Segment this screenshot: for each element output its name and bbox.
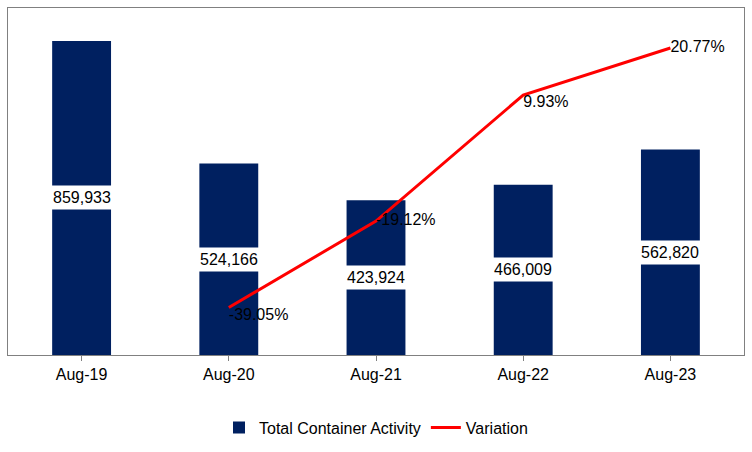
svg-text:Variation: Variation xyxy=(466,420,528,437)
svg-text:Aug-23: Aug-23 xyxy=(645,366,697,383)
svg-text:20.77%: 20.77% xyxy=(670,38,724,55)
svg-text:Aug-21: Aug-21 xyxy=(350,366,402,383)
svg-text:423,924: 423,924 xyxy=(347,269,405,286)
svg-text:859,933: 859,933 xyxy=(53,189,111,206)
svg-text:Total Container Activity: Total Container Activity xyxy=(259,420,421,437)
svg-text:-39.05%: -39.05% xyxy=(229,306,289,323)
svg-text:Aug-20: Aug-20 xyxy=(203,366,255,383)
svg-text:562,820: 562,820 xyxy=(641,244,699,261)
svg-text:Aug-22: Aug-22 xyxy=(497,366,549,383)
svg-text:466,009: 466,009 xyxy=(494,261,552,278)
svg-text:9.93%: 9.93% xyxy=(523,93,568,110)
svg-text:524,166: 524,166 xyxy=(200,251,258,268)
svg-text:-19.12%: -19.12% xyxy=(376,211,436,228)
svg-text:Aug-19: Aug-19 xyxy=(56,366,108,383)
